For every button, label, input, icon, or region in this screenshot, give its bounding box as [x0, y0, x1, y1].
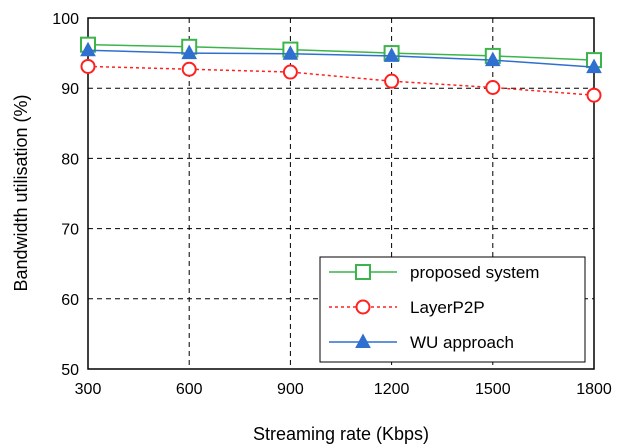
legend-item-wu-approach: WU approach: [329, 333, 514, 352]
data-point-wu-approach-600: [181, 44, 198, 60]
y-tick-label-100: 100: [52, 11, 79, 28]
legend-label-layerp2p: LayerP2P: [410, 298, 485, 317]
x-tick-label-1200: 1200: [374, 381, 410, 398]
y-tick-label-70: 70: [61, 222, 79, 239]
series-group: [80, 36, 602, 103]
data-point-layerp2p-1800: [586, 87, 602, 103]
y-axis-title: Bandwidth utilisation (%): [11, 94, 31, 291]
legend-marker-layerp2p: [355, 299, 371, 315]
series-wu-approach: [80, 41, 602, 74]
data-point-wu-approach-300: [80, 41, 96, 57]
legend-item-layerp2p: LayerP2P: [329, 298, 485, 317]
plot-frame: [87, 17, 595, 370]
series-layerp2p: [80, 58, 602, 103]
x-tick-label-1500: 1500: [475, 381, 511, 398]
legend-marker-wu-approach: [355, 333, 371, 348]
data-point-layerp2p-300: [80, 58, 96, 74]
data-point-wu-approach-1800: [586, 58, 602, 74]
series-line-wu-approach: [87, 49, 595, 68]
legend-item-proposed-system: proposed system: [329, 263, 539, 282]
x-tick-label-300: 300: [75, 381, 102, 398]
series-proposed-system: [80, 36, 602, 69]
legend-items: proposed system LayerP2P WU approach: [329, 263, 539, 352]
data-point-wu-approach-1500: [484, 51, 501, 67]
data-point-layerp2p-1500: [485, 79, 501, 95]
data-point-layerp2p-600: [181, 61, 197, 77]
data-point-wu-approach-900: [282, 45, 299, 60]
x-axis-title: Streaming rate (Kbps): [253, 424, 429, 444]
legend: proposed system LayerP2P WU approach: [319, 256, 586, 363]
legend-marker-proposed-system: [355, 264, 371, 280]
y-tick-label-90: 90: [61, 81, 79, 98]
x-tick-label-600: 600: [176, 381, 203, 398]
y-tick-labels: 50 60 70 80 90 100: [52, 11, 79, 379]
series-line-proposed-system: [87, 43, 595, 61]
data-point-wu-approach-1200: [383, 47, 400, 62]
legend-label-wu-approach: WU approach: [410, 333, 514, 352]
data-point-layerp2p-1200: [384, 73, 400, 89]
y-tick-label-80: 80: [61, 151, 79, 168]
legend-label-proposed-system: proposed system: [410, 263, 539, 282]
x-tick-label-1800: 1800: [576, 381, 612, 398]
data-point-layerp2p-900: [282, 64, 298, 80]
series-line-layerp2p: [87, 65, 595, 96]
y-tick-label-60: 60: [61, 292, 79, 309]
x-tick-labels: 300 600 900 1200 1500 1800: [75, 381, 612, 398]
y-tick-label-50: 50: [61, 362, 79, 379]
x-tick-label-900: 900: [277, 381, 304, 398]
